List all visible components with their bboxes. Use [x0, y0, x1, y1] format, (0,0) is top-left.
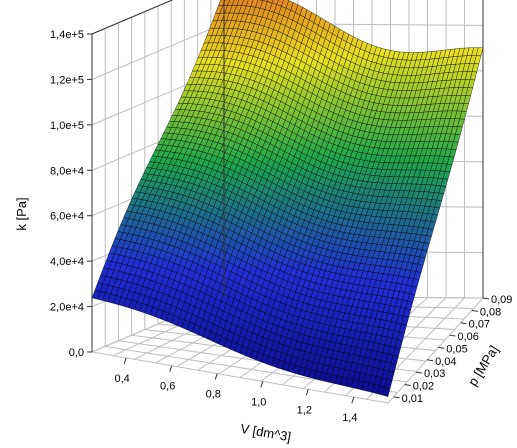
z-tick-label: 8,0e+4: [50, 165, 84, 177]
z-tick-label: 2,0e+4: [50, 302, 84, 314]
y-tick-mark: [460, 322, 467, 325]
floor-gridline-p: [91, 351, 389, 404]
y-tick-label: 0,04: [435, 356, 456, 368]
z-tick-label: 0,0: [69, 347, 84, 359]
y-tick-label: 0,05: [446, 343, 467, 355]
z-axis-ticks: 0,0 2,0e+4 4,0e+4 6,0e+4 8,0e+4 1,0e+5 1,2e+5 1…: [50, 29, 92, 359]
x-tick-mark: [305, 389, 309, 396]
y-tick-label: 0,09: [491, 294, 512, 306]
x-tick-mark: [169, 365, 173, 372]
y-tick-label: 0,07: [469, 319, 490, 331]
x-axis-ticks: 0,4 0,6 0,8 1,0 1,2 1,4: [115, 357, 357, 424]
x-tick-mark: [123, 357, 127, 365]
z-tick-label: 6,0e+4: [50, 211, 84, 223]
y-axis-label: p [MPa]: [465, 343, 501, 389]
x-tick-label: 0,4: [115, 373, 130, 385]
y-tick-label: 0,01: [402, 393, 423, 405]
z-tick-label: 1,0e+5: [50, 120, 84, 132]
z-tick-label: 1,2e+5: [50, 74, 84, 86]
y-tick-label: 0,03: [424, 368, 445, 380]
y-tick-mark: [404, 383, 411, 386]
y-tick-label: 0,02: [413, 380, 434, 392]
z-tick-label: 4,0e+4: [50, 256, 84, 268]
z-axis-label: k [Pa]: [14, 197, 29, 230]
x-tick-label: 0,6: [160, 381, 175, 393]
x-tick-label: 1,4: [342, 412, 357, 424]
x-tick-label: 1,2: [297, 404, 312, 416]
box-edge: [91, 0, 174, 35]
y-tick-mark: [438, 346, 445, 349]
y-tick-mark: [427, 359, 434, 362]
y-tick-label: 0,06: [457, 331, 478, 343]
x-tick-mark: [351, 396, 355, 404]
y-tick-mark: [449, 334, 456, 337]
x-tick-label: 1,0: [251, 396, 266, 408]
y-tick-mark: [471, 309, 478, 312]
x-tick-label: 0,8: [206, 389, 221, 401]
y-tick-mark: [415, 371, 423, 374]
bounding-box: [91, 0, 484, 352]
y-axis-ticks: 0,010,020,030,040,050,060,070,080,09: [393, 294, 512, 405]
surface-mesh: [91, 0, 484, 397]
x-tick-mark: [260, 381, 264, 388]
y-tick-mark: [482, 297, 490, 300]
x-tick-mark: [214, 373, 218, 380]
y-tick-mark: [393, 396, 400, 399]
x-axis-label: V [dm^3]: [239, 421, 292, 445]
z-tick-label: 1,4e+5: [50, 29, 84, 41]
surface-cell: [382, 386, 391, 397]
y-tick-label: 0,08: [480, 306, 501, 318]
